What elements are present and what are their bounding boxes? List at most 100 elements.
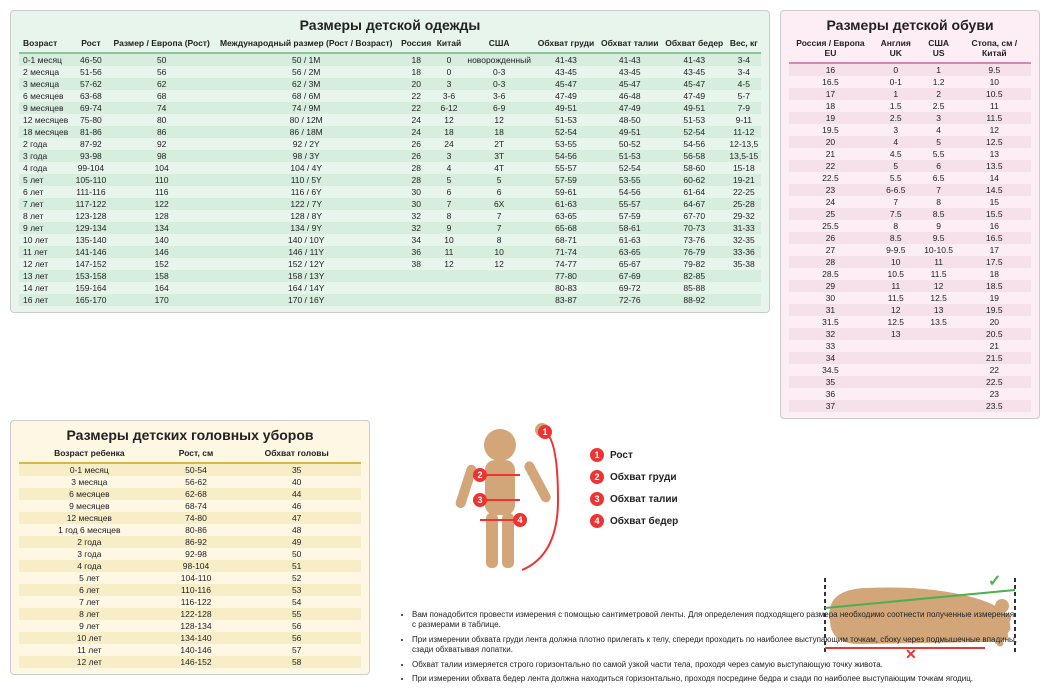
clothing-cell: 99-104 (73, 162, 110, 174)
hats-cell: 46 (232, 500, 361, 512)
clothing-cell: 92 / 2Y (214, 138, 398, 150)
clothing-col-header: Россия (398, 37, 434, 53)
shoes-cell: 23.5 (958, 400, 1031, 412)
shoes-cell: 23 (958, 388, 1031, 400)
clothing-cell: 38 (398, 258, 434, 270)
shoes-cell: 12.5 (958, 136, 1031, 148)
shoes-cell: 1 (872, 88, 920, 100)
clothing-cell (464, 294, 535, 306)
clothing-cell: 67-69 (598, 270, 662, 282)
shoes-row: 171210.5 (789, 88, 1031, 100)
clothing-cell: 4-5 (727, 78, 761, 90)
clothing-cell: 13 лет (19, 270, 73, 282)
shoes-cell: 17 (958, 244, 1031, 256)
clothing-row: 2 года87-929292 / 2Y26242T53-5550-5254-5… (19, 138, 761, 150)
shoes-cell: 20 (789, 136, 872, 148)
clothing-cell: 80 / 12M (214, 114, 398, 126)
clothing-row: 11 лет141-146146146 / 11Y36111071-7463-6… (19, 246, 761, 258)
clothing-cell: 56 / 2M (214, 66, 398, 78)
clothing-cell: 170 / 16Y (214, 294, 398, 306)
shoes-cell: 21.5 (958, 352, 1031, 364)
clothing-cell: 110 (109, 174, 214, 186)
hats-col-header: Обхват головы (232, 447, 361, 463)
clothing-cell: 6X (464, 198, 535, 210)
clothing-cell: 50-52 (598, 138, 662, 150)
clothing-cell: 85-88 (662, 282, 727, 294)
clothing-cell: 122 / 7Y (214, 198, 398, 210)
svg-text:4: 4 (517, 515, 522, 525)
shoes-cell: 12 (958, 124, 1031, 136)
clothing-col-header: Рост (73, 37, 110, 53)
clothing-sizes-panel: Размеры детской одежды ВозрастРостРазмер… (10, 10, 770, 313)
shoes-cell: 11.5 (872, 292, 920, 304)
shoes-cell: 24 (789, 196, 872, 208)
shoes-cell: 21 (958, 340, 1031, 352)
clothing-cell: 93-98 (73, 150, 110, 162)
clothing-cell: 12 (434, 114, 464, 126)
clothing-cell: 51-53 (598, 150, 662, 162)
hats-cell: 116-122 (160, 596, 233, 608)
legend-item: 2Обхват груди (590, 470, 678, 484)
shoes-cell (920, 352, 958, 364)
legend-item: 1Рост (590, 448, 678, 462)
clothing-cell: 63-65 (534, 210, 597, 222)
shoes-row: 3421.5 (789, 352, 1031, 364)
clothing-cell: 86 / 18M (214, 126, 398, 138)
clothing-cell: 56 (109, 66, 214, 78)
note-item: При измерении обхвата бедер лента должна… (412, 674, 1020, 684)
clothing-cell: 164 (109, 282, 214, 294)
shoes-cell: 1.5 (872, 100, 920, 112)
clothing-cell: 3 (434, 150, 464, 162)
shoes-cell: 29 (789, 280, 872, 292)
clothing-cell: 6-12 (434, 102, 464, 114)
legend-marker-icon: 3 (590, 492, 604, 506)
clothing-cell: 61-63 (598, 234, 662, 246)
shoes-row: 29111218.5 (789, 280, 1031, 292)
clothing-row: 2 месяца51-565656 / 2M1800-343-4543-4543… (19, 66, 761, 78)
clothing-cell: 6 месяцев (19, 90, 73, 102)
clothing-row: 18 месяцев81-868686 / 18M24181852-5449-5… (19, 126, 761, 138)
hats-cell: 5 лет (19, 572, 160, 584)
clothing-cell: 10 (464, 246, 535, 258)
hats-cell: 50-54 (160, 463, 233, 476)
hats-row: 11 лет140-14657 (19, 644, 361, 656)
shoes-cell: 11 (872, 280, 920, 292)
hats-cell: 54 (232, 596, 361, 608)
clothing-cell: 5-7 (727, 90, 761, 102)
hats-cell: 10 лет (19, 632, 160, 644)
shoes-row: 247815 (789, 196, 1031, 208)
clothing-cell: 56-58 (662, 150, 727, 162)
shoes-cell: 10.5 (872, 268, 920, 280)
clothing-cell: 8 (464, 234, 535, 246)
clothing-cell: 69-72 (598, 282, 662, 294)
shoes-cell: 26 (789, 232, 872, 244)
clothing-cell: 158 (109, 270, 214, 282)
shoes-row: 31121319.5 (789, 304, 1031, 316)
shoes-cell: 14 (958, 172, 1031, 184)
shoes-cell: 20 (958, 316, 1031, 328)
shoes-cell: 9 (920, 220, 958, 232)
clothing-cell: 19-21 (727, 174, 761, 186)
clothing-cell: 48-50 (598, 114, 662, 126)
clothing-cell: 146 (109, 246, 214, 258)
clothing-cell: 12 лет (19, 258, 73, 270)
clothing-cell: 62 (109, 78, 214, 90)
shoes-cell: 9.5 (958, 63, 1031, 76)
shoes-cell: 7 (920, 184, 958, 196)
clothing-cell: 110 / 5Y (214, 174, 398, 186)
clothing-cell: 28 (398, 174, 434, 186)
clothing-cell: 58-60 (662, 162, 727, 174)
hats-cell: 122-128 (160, 608, 233, 620)
hats-cell: 1 год 6 месяцев (19, 524, 160, 536)
shoes-cell: 21 (789, 148, 872, 160)
clothing-cell: 70-73 (662, 222, 727, 234)
shoes-row: 3321 (789, 340, 1031, 352)
shoes-cell: 8.5 (920, 208, 958, 220)
clothing-cell: 128 (109, 210, 214, 222)
clothing-cell: 73-76 (662, 234, 727, 246)
clothing-row: 16 лет165-170170170 / 16Y83-8772-7688-92 (19, 294, 761, 306)
shoes-row: 34.522 (789, 364, 1031, 376)
clothing-cell: 146 / 11Y (214, 246, 398, 258)
clothing-cell: 34 (398, 234, 434, 246)
shoes-col-header: США US (920, 37, 958, 63)
